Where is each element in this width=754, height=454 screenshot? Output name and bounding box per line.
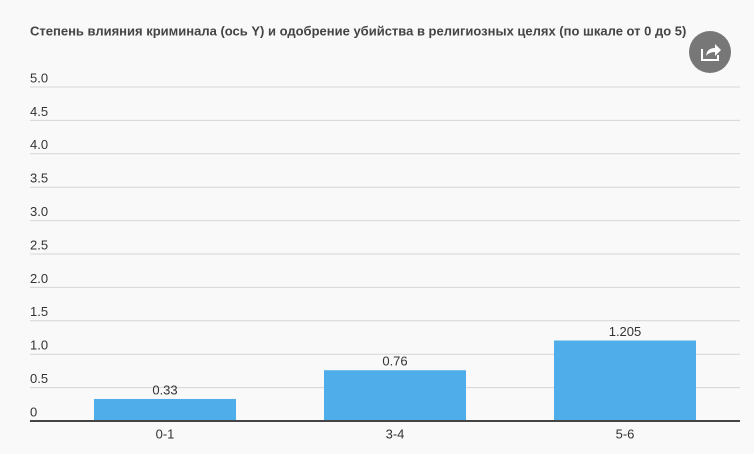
y-tick-label: 1.5 — [30, 304, 48, 319]
bar — [554, 340, 696, 421]
chart-title: Степень влияния криминала (ось Y) и одоб… — [30, 23, 686, 38]
y-tick-label: 2.5 — [30, 237, 48, 252]
share-button[interactable] — [689, 31, 731, 73]
y-tick-label: 4.5 — [30, 104, 48, 119]
value-label: 0.76 — [382, 354, 407, 369]
y-tick-label: 3.5 — [30, 171, 48, 186]
y-tick-label: 3.0 — [30, 204, 48, 219]
value-label: 0.33 — [152, 382, 177, 397]
value-label: 1.205 — [609, 324, 642, 339]
bar — [94, 398, 236, 421]
y-tick-label: 0.5 — [30, 371, 48, 386]
y-tick-label: 4.0 — [30, 137, 48, 152]
x-tick-label: 5-6 — [616, 426, 635, 441]
x-tick-label: 0-1 — [156, 426, 175, 441]
share-icon[interactable] — [701, 49, 719, 61]
x-tick-label: 3-4 — [386, 426, 405, 441]
y-tick-label: 0 — [30, 404, 37, 419]
y-tick-label: 5.0 — [30, 70, 48, 85]
share-arrow[interactable] — [706, 44, 721, 56]
bar — [324, 370, 466, 421]
y-tick-label: 1.0 — [30, 338, 48, 353]
y-tick-label: 2.0 — [30, 271, 48, 286]
